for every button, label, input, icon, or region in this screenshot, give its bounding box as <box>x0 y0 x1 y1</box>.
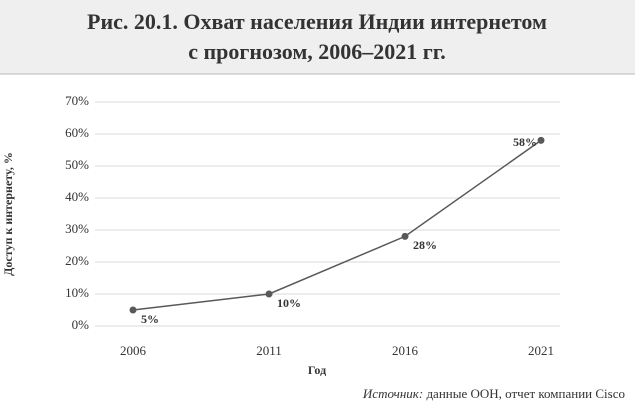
data-label: 28% <box>413 238 437 252</box>
y-tick-label: 10% <box>65 285 89 300</box>
source-note: Источник: данные ООН, отчет компании Cis… <box>362 386 625 401</box>
data-label: 5% <box>141 312 159 326</box>
point <box>265 290 273 298</box>
line <box>132 139 542 311</box>
y-tick-label: 60% <box>65 125 89 140</box>
x-tick-label: 2006 <box>120 343 147 358</box>
chart-title: Рис. 20.1. Охват населения Индии интерне… <box>87 9 547 34</box>
point <box>401 232 409 240</box>
y-tick-label: 20% <box>65 253 89 268</box>
y-axis-label: Доступ к интернету, % <box>1 152 15 276</box>
source-label: Источник: <box>362 386 423 401</box>
chart-title: с прогнозом, 2006–2021 гг. <box>188 39 446 64</box>
x-axis-label: Год <box>308 363 326 377</box>
point <box>129 306 137 314</box>
x-tick-label: 2016 <box>392 343 419 358</box>
x-tick-label: 2021 <box>528 343 554 358</box>
y-tick-label: 70% <box>65 93 89 108</box>
y-tick-label: 30% <box>65 221 89 236</box>
y-tick-label: 40% <box>65 189 89 204</box>
y-tick-label: 50% <box>65 157 89 172</box>
source-text: данные ООН, отчет компании Cisco <box>426 386 625 401</box>
x-tick-label: 2011 <box>256 343 282 358</box>
point <box>537 136 545 144</box>
data-label: 58% <box>513 135 537 149</box>
title-band <box>0 0 635 74</box>
y-tick-label: 0% <box>72 317 90 332</box>
data-label: 10% <box>277 296 301 310</box>
